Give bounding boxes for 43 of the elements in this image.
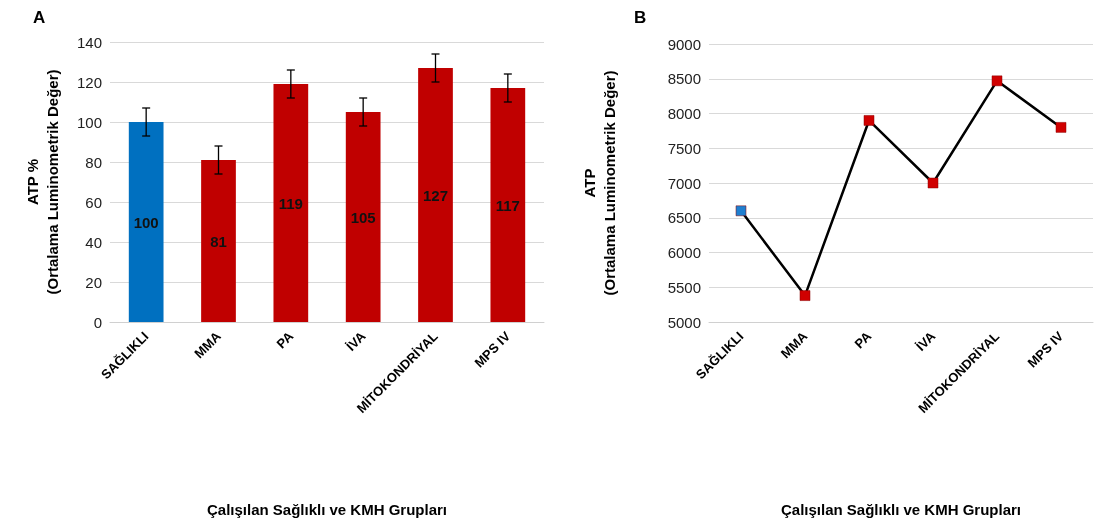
point [799,290,811,301]
chart-title: B [634,8,647,27]
y-tick-label: 60 [85,193,102,211]
y-axis-title: ATP % (Ortalama Luminometrik Değer) [23,69,61,295]
point [1055,122,1067,133]
point [735,205,747,217]
bar [418,68,453,322]
y-tick-label: 80 [85,153,102,171]
y-axis-title: ATP (Ortalama Luminometrik Değer) [580,70,618,296]
y-tick-label: 5000 [667,313,701,331]
bar [128,122,164,322]
y-tick-label: 40 [85,233,102,251]
y-tick-label: 8500 [667,70,701,88]
x-axis-title: Çalışılan Sağlıklı ve KMH Grupları [206,501,448,518]
y-tick-label: 9000 [667,35,701,53]
data-label: 127 [422,186,449,204]
data-label: 100 [133,213,159,231]
point [927,177,939,189]
y-tick-label: 5500 [667,278,701,296]
point [863,115,875,126]
bar [273,84,309,322]
y-tick-label: 100 [76,113,102,131]
data-label: 117 [495,196,520,214]
y-tick-label: 140 [76,33,102,51]
y-tick-label: 7000 [667,174,701,192]
y-tick-label: 6500 [667,209,701,227]
y-tick-label: 7500 [667,139,701,157]
y-tick-label: 120 [76,73,102,91]
x-tick-label: PA [851,328,875,352]
data-label: 105 [350,208,376,226]
bar [345,112,381,322]
bar [490,88,526,322]
x-tick-label: PA [273,328,297,352]
data-label: 81 [210,232,227,250]
y-tick-label: 8000 [667,105,701,122]
y-tick-label: 20 [85,273,102,291]
point [991,75,1003,87]
y-tick-label: 0 [93,313,102,331]
y-tick-label: 6000 [667,244,701,261]
x-axis-title: Çalışılan Sağlıklı ve KMH Grupları [780,501,1022,518]
chart-title: A [33,8,46,27]
bar [201,160,236,322]
data-label: 119 [278,194,303,212]
